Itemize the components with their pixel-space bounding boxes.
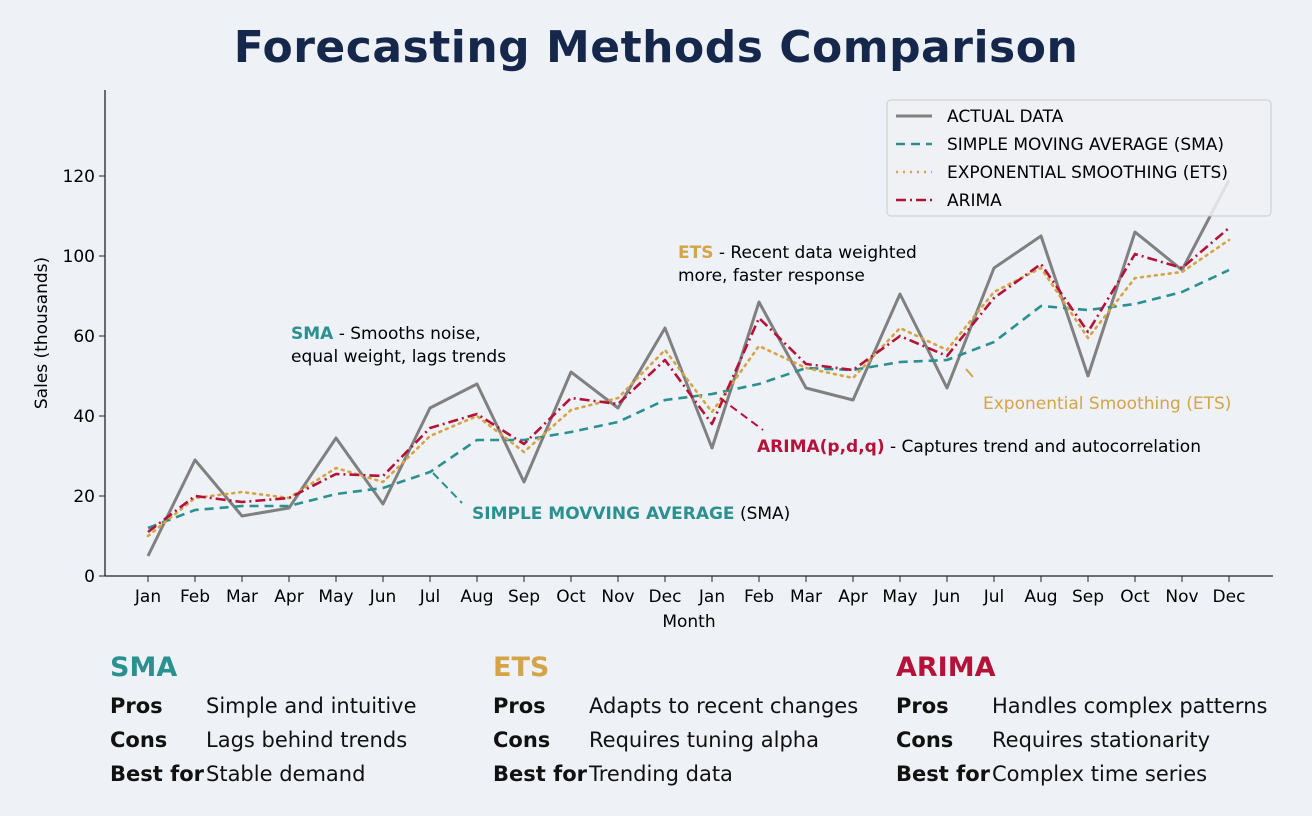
x-tick-label: Jun bbox=[369, 587, 397, 607]
y-tick-label: 60 bbox=[73, 327, 95, 347]
x-tick-label: Sep bbox=[1072, 587, 1104, 607]
summary-heading: SMA bbox=[110, 652, 178, 683]
y-tick-label: 40 bbox=[73, 407, 95, 427]
summary-row: Pros Handles complex patterns bbox=[896, 689, 1296, 723]
x-tick-label: Dec bbox=[649, 587, 682, 607]
x-tick-label: Sep bbox=[508, 587, 540, 607]
x-tick-label: Aug bbox=[1024, 587, 1057, 607]
x-axis-label: Month bbox=[662, 612, 715, 632]
sma-annotation-line2: equal weight, lags trends bbox=[291, 347, 506, 367]
summary-row: Best for Complex time series bbox=[896, 757, 1296, 791]
summary-value: Simple and intuitive bbox=[206, 694, 417, 718]
x-tick-label: Nov bbox=[1165, 587, 1198, 607]
x-tick-label: Apr bbox=[838, 587, 867, 607]
legend-label: ARIMA bbox=[947, 191, 1002, 211]
y-tick-label: 120 bbox=[63, 167, 95, 187]
summary-row: Best for Stable demand bbox=[110, 757, 510, 791]
summary-row: Best for Trending data bbox=[493, 757, 893, 791]
x-tick-label: May bbox=[882, 587, 917, 607]
series-line-simple-moving-average-sma- bbox=[147, 268, 1230, 530]
summary-key: Pros bbox=[110, 694, 163, 718]
summary-ets: ETS Pros Adapts to recent changes Cons Requi… bbox=[493, 652, 893, 791]
line-chart: 0 20 40 60 100 120 Jan Feb Mar Apr May Jun Jul Aug Sep… bbox=[32, 90, 1273, 632]
x-tick-label: Feb bbox=[744, 587, 774, 607]
summary-sma: SMA Pros Simple and intuitive Cons Lags behi… bbox=[110, 652, 510, 791]
summary-value: Requires stationarity bbox=[992, 728, 1211, 752]
summary-value: Stable demand bbox=[206, 762, 366, 786]
summary-key: Cons bbox=[896, 728, 954, 752]
x-tick-label: Oct bbox=[1120, 587, 1150, 607]
summary-row: Pros Simple and intuitive bbox=[110, 689, 510, 723]
summary-key: Best for bbox=[493, 762, 588, 786]
x-tick-label: Feb bbox=[180, 587, 210, 607]
summary-key: Cons bbox=[493, 728, 551, 752]
legend-box bbox=[886, 99, 1272, 217]
ets-arrow bbox=[965, 368, 974, 378]
summary-heading: ARIMA bbox=[896, 652, 996, 683]
x-tick-label: Jun bbox=[933, 587, 961, 607]
x-tick-label: Dec bbox=[1213, 587, 1246, 607]
legend-label: EXPONENTIAL SMOOTHING (ETS) bbox=[947, 163, 1228, 183]
sma-label: SIMPLE MOVVING AVERAGE (SMA) bbox=[472, 504, 790, 524]
summary-heading: ETS bbox=[493, 652, 550, 683]
x-tick-label: Oct bbox=[556, 587, 586, 607]
summary-key: Best for bbox=[896, 762, 991, 786]
summary-row: Cons Lags behind trends bbox=[110, 723, 510, 757]
summary-value: Requires tuning alpha bbox=[589, 728, 819, 752]
series-line-arima bbox=[147, 227, 1230, 534]
arima-label: ARIMA(p,d,q) - Captures trend and autoco… bbox=[757, 437, 1201, 457]
y-tick-label: 100 bbox=[63, 247, 95, 267]
summary-value: Handles complex patterns bbox=[992, 694, 1268, 718]
summary-row: Pros Adapts to recent changes bbox=[493, 689, 893, 723]
x-tick-label: Jan bbox=[134, 587, 161, 607]
summary-row: Cons Requires tuning alpha bbox=[493, 723, 893, 757]
series-line-actual-data bbox=[146, 179, 1231, 557]
x-tick-label: Jul bbox=[983, 587, 1005, 607]
arima-arrow bbox=[719, 397, 764, 431]
summary-value: Lags behind trends bbox=[206, 728, 408, 752]
x-tick-label: Apr bbox=[274, 587, 303, 607]
summary-row: Cons Requires stationarity bbox=[896, 723, 1296, 757]
x-tick-label: Jul bbox=[419, 587, 441, 607]
x-tick-label: Nov bbox=[601, 587, 634, 607]
x-tick-label: Mar bbox=[790, 587, 822, 607]
legend-label: ACTUAL DATA bbox=[947, 107, 1064, 127]
summary-value: Complex time series bbox=[992, 762, 1208, 786]
series-line-exponential-smoothing-ets- bbox=[146, 238, 1231, 538]
summary-value: Trending data bbox=[589, 762, 733, 786]
summary-key: Best for bbox=[110, 762, 205, 786]
sma-annotation-line1: SMA - Smooths noise, bbox=[291, 324, 481, 344]
summary-key: Pros bbox=[493, 694, 546, 718]
y-tick-label: 20 bbox=[73, 487, 95, 507]
ets-label: Exponential Smoothing (ETS) bbox=[983, 394, 1231, 414]
legend-label: SIMPLE MOVING AVERAGE (SMA) bbox=[947, 135, 1224, 155]
summary-key: Cons bbox=[110, 728, 168, 752]
ets-annotation-line2: more, faster response bbox=[678, 266, 865, 286]
sma-arrow bbox=[432, 472, 463, 504]
summary-value: Adapts to recent changes bbox=[589, 694, 859, 718]
x-tick-label: Mar bbox=[226, 587, 258, 607]
summary-arima: ARIMA Pros Handles complex patterns Cons Req… bbox=[896, 652, 1296, 791]
ets-annotation-line1: ETS - Recent data weighted bbox=[678, 243, 917, 263]
y-tick-label: 0 bbox=[84, 567, 95, 587]
x-tick-label: May bbox=[318, 587, 353, 607]
chart-title: Forecasting Methods Comparison bbox=[233, 22, 1079, 73]
y-axis-label: Sales (thousands) bbox=[32, 257, 52, 409]
x-tick-label: Aug bbox=[460, 587, 493, 607]
summary-key: Pros bbox=[896, 694, 949, 718]
x-tick-label: Jan bbox=[698, 587, 725, 607]
